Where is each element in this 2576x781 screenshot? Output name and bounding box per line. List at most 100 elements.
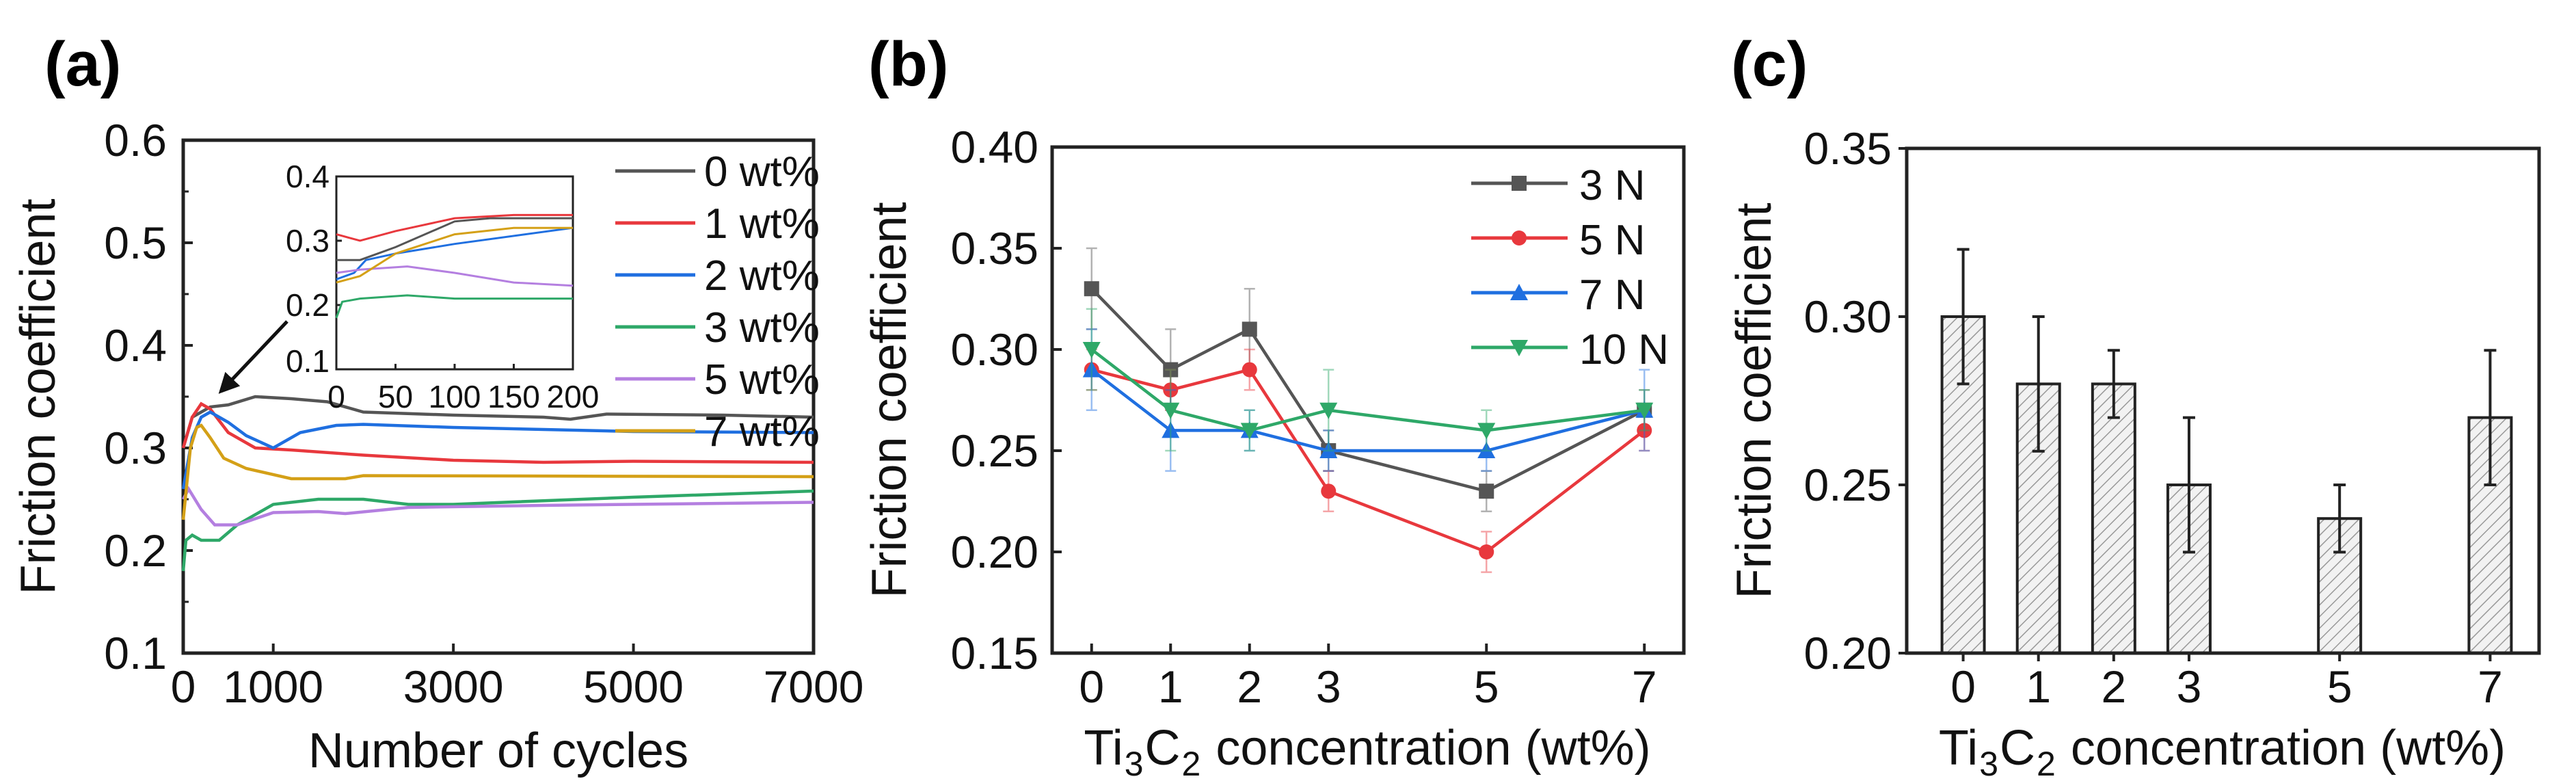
panel-label-a: (a) [44,29,121,99]
y-tick-label-a: 0.1 [104,628,167,678]
panel-label-b: (b) [868,29,948,99]
inset-series-line [336,213,573,242]
inset-series-line [336,217,573,261]
error-bar-5 [2333,484,2346,554]
data-point-5N [1637,423,1652,438]
y-tick-label-c: 0.25 [1804,460,1892,510]
legend-label: 5 N [1579,217,1645,264]
inset-series-line [336,265,574,287]
x-tick-label-c: 2 [2101,661,2126,712]
xlabel-text: C [1145,721,1181,776]
data-point-5N [1479,544,1494,559]
inset-y-tick-label: 0.3 [286,223,330,259]
error-bar-3 [2182,416,2195,554]
data-point-10N [1635,402,1654,419]
y-axis-title-c: Friction coefficient [1727,203,1782,599]
xlabel-text: concentration (wt%) [1202,721,1650,776]
y-tick-label-b: 0.40 [951,122,1038,172]
y-tick-label-c: 0.30 [1804,291,1892,342]
y-tick-label-b: 0.25 [951,425,1038,476]
y-tick-label-a: 0.4 [104,320,167,371]
legend-marker [1510,284,1528,300]
legend-label: 7 wt% [704,408,820,455]
x-tick-label-c: 1 [2026,661,2051,712]
plot-frame-c [1905,146,2541,655]
error-bar-0 [1957,248,1970,386]
inset-x-tick-label: 0 [327,379,345,414]
arrow-icon [218,320,289,394]
xlabel-text: concentration (wt%) [2057,721,2506,776]
data-point-5N [1242,362,1257,378]
x-tick-label-c: 7 [2478,661,2503,712]
x-tick-label-a: 0 [171,661,196,712]
legend-label: 1 wt% [704,200,820,248]
legend-marker [1512,230,1527,246]
xlabel-subscript: 3 [1979,745,1998,781]
series-line-3N [1090,287,1646,493]
x-axis-title-c: Ti 3 C 2 concentration (wt%) [1939,721,2506,781]
series-line-7N [1090,368,1645,453]
x-tick-label-a: 7000 [764,661,864,712]
error-bar-2 [2107,349,2120,419]
legend-label: 10 N [1579,326,1669,373]
inset-x-tick-label: 200 [547,379,600,414]
panel-label-c: (c) [1731,29,1808,99]
y-tick-label-c: 0.35 [1804,123,1892,174]
data-point-7N [1082,360,1101,378]
xlabel-subscript: 2 [1182,745,1201,781]
data-point-3N [1163,362,1179,378]
x-tick-label-a: 1000 [223,661,323,712]
x-axis-title-a: Number of cycles [308,724,688,778]
xlabel-text: C [2000,721,2035,776]
xlabel-subscript: 3 [1125,745,1144,781]
legend-label: 3 wt% [704,304,820,352]
series-line-2wt [181,410,814,490]
data-point-7N [1477,442,1496,458]
legend-label: 0 wt% [704,148,820,196]
data-point-10N [1082,342,1101,358]
inset-x-tick-label: 150 [487,379,540,414]
xlabel-text: Ti [1084,721,1123,776]
data-point-7N [1319,442,1338,458]
series-line-3wt [181,489,814,572]
y-tick-label-a: 0.5 [104,217,167,268]
y-tick-label-a: 0.3 [104,423,167,473]
legend-label: 5 wt% [704,356,820,403]
x-tick-label-b: 5 [1474,661,1499,712]
series-line-10N [1090,348,1645,432]
error-bar-7 [2484,349,2497,486]
x-tick-label-b: 0 [1079,661,1104,712]
y-axis-title-b: Friction coefficient [862,202,917,598]
y-tick-label-a: 0.2 [104,525,167,576]
x-tick-label-c: 0 [1950,661,1976,712]
y-tick-label-c: 0.20 [1804,628,1892,678]
inset-y-tick-label: 0.4 [286,159,330,194]
error-bar-1 [2032,315,2045,453]
x-tick-label-b: 2 [1237,661,1262,712]
series-line-7wt [181,423,814,520]
xlabel-text: Ti [1939,721,1978,776]
inset-series-line [335,294,573,319]
data-point-10N [1162,402,1180,419]
inset-series-line [336,226,574,280]
x-tick-label-a: 3000 [403,661,504,712]
x-tick-label-a: 5000 [583,661,684,712]
bar-2 [2091,382,2136,655]
data-point-5N [1321,484,1337,499]
x-axis-title-b: Ti 3 C 2 concentration (wt%) [1084,721,1650,781]
inset-x-tick-label: 100 [429,379,481,414]
series-line-5N [1091,368,1646,554]
data-point-7N [1162,421,1180,438]
legend-marker [1512,176,1527,191]
y-tick-label-b: 0.15 [951,628,1038,678]
data-point-10N [1477,423,1496,440]
inset-x-tick-label: 50 [378,379,413,414]
y-tick-label-a: 0.6 [104,115,167,166]
y-tick-label-b: 0.20 [951,527,1038,577]
legend-marker [1510,340,1528,356]
data-point-3N [1242,321,1257,337]
data-point-10N [1319,402,1338,419]
x-tick-label-b: 1 [1158,661,1183,712]
legend-label: 2 wt% [704,252,820,300]
